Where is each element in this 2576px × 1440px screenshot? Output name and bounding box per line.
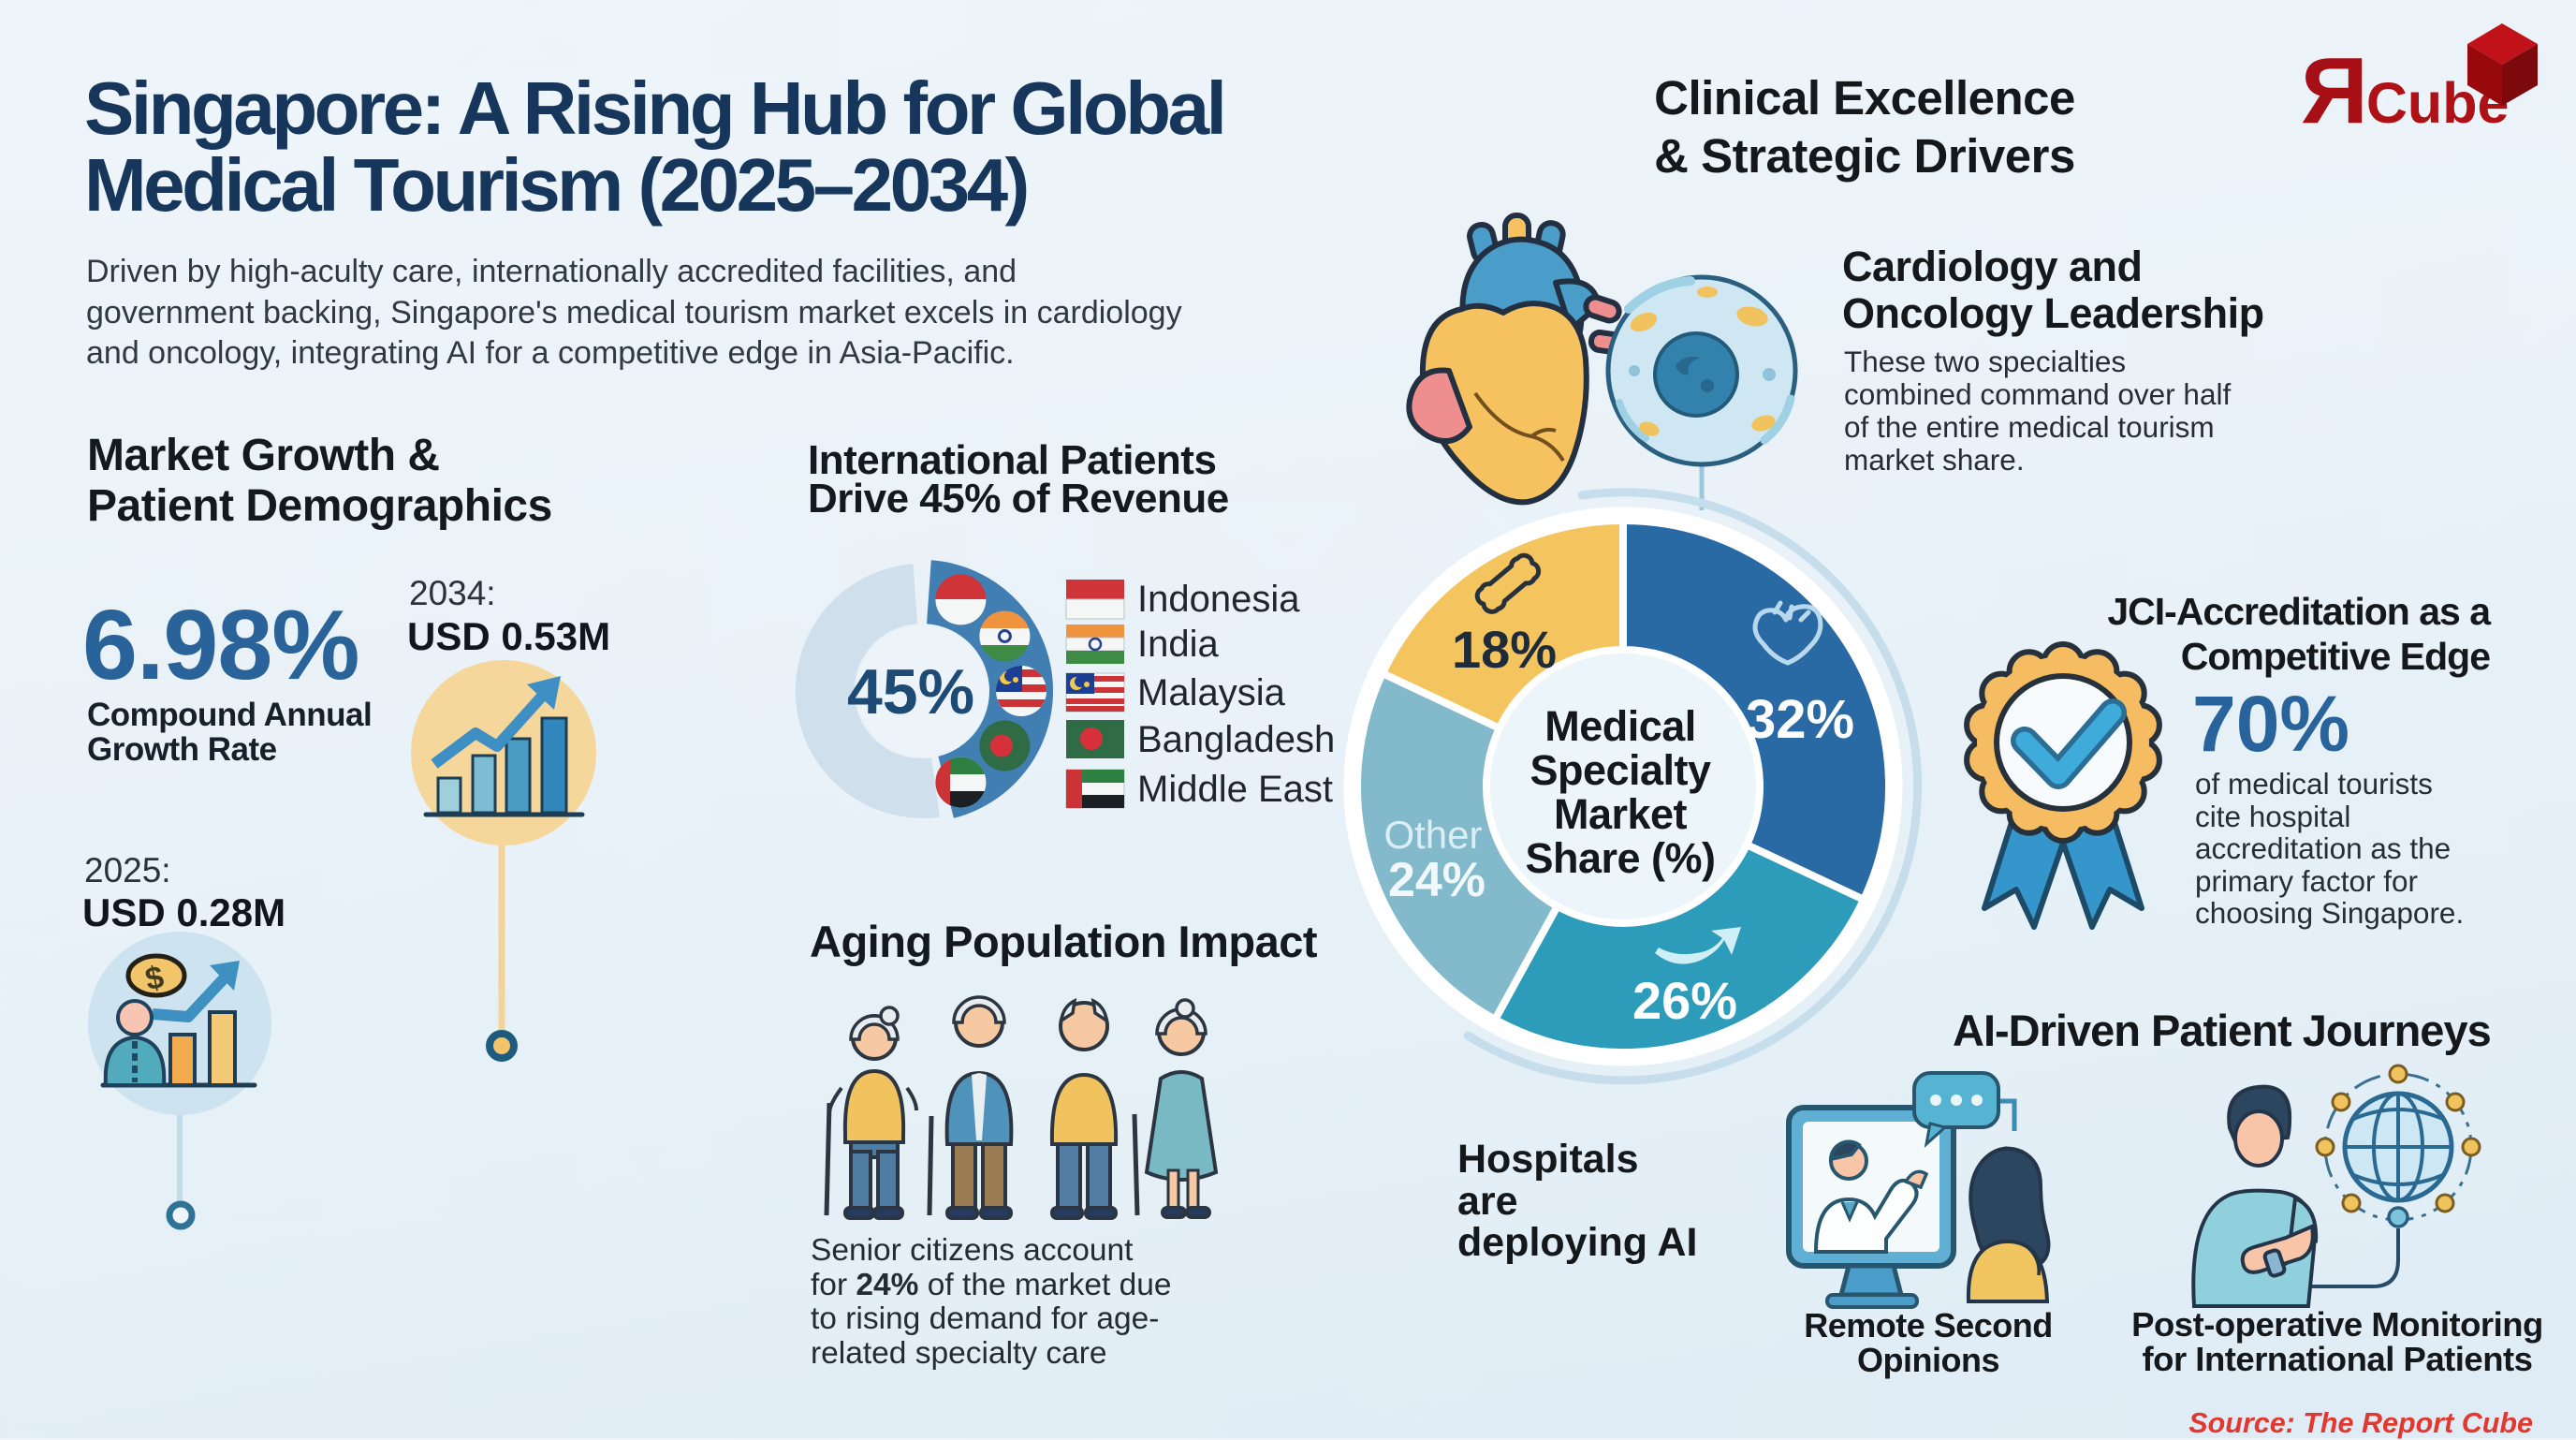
svg-text:32%: 32% — [1746, 689, 1854, 750]
svg-text:24%: 24% — [1388, 853, 1486, 907]
svg-text:Other: Other — [1383, 813, 1482, 857]
svg-text:18%: 18% — [1452, 620, 1557, 679]
svg-text:26%: 26% — [1632, 971, 1737, 1030]
svg-text:45%: 45% — [847, 656, 974, 727]
